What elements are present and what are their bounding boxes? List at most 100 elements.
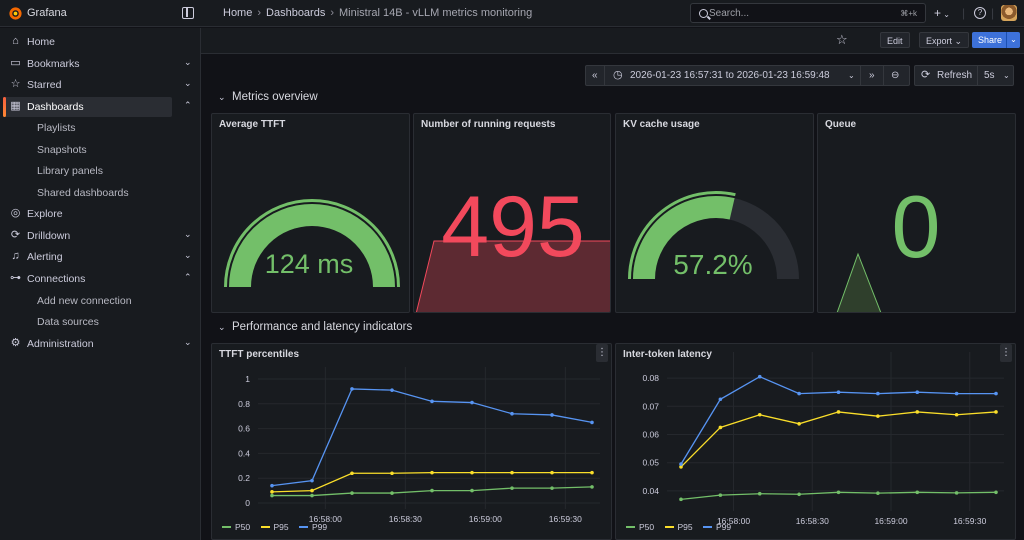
legend-item-p50[interactable]: P50 [626,522,654,532]
breadcrumb-dashboards[interactable]: Dashboards [266,7,326,19]
sidebar-item-administration[interactable]: ⚙ Administration ⌄ [0,334,201,354]
share-button[interactable]: Share [972,32,1009,48]
sidebar-item-explore[interactable]: ◎ Explore [0,204,201,224]
panel-ttft-percentiles[interactable]: TTFT percentiles ⋮ 0 0.2 0.4 0.6 0.8 1 16:58:0… [211,343,612,540]
sidebar-item-playlists[interactable]: Playlists [0,118,201,138]
chevron-down-icon[interactable]: ⌄ [184,78,192,88]
legend-item-p99[interactable]: P99 [299,522,327,532]
y-tick-label: 1 [245,374,250,384]
legend-item-p95[interactable]: P95 [664,522,693,532]
share-dropdown-icon[interactable]: ⌄ [1006,32,1020,48]
chevron-up-icon[interactable]: ⌃ [184,272,192,282]
gauge-value: 124 ms [265,249,354,279]
data-point-p99 [954,391,959,396]
user-avatar[interactable] [1001,5,1017,21]
panel-title: Number of running requests [421,119,556,130]
row-performance-latency[interactable]: ⌄ Performance and latency indicators [218,321,412,333]
y-tick-label: 0.08 [642,373,659,383]
sidebar-item-label: Explore [27,208,63,220]
sidebar-item-bookmarks[interactable]: ▭ Bookmarks ⌄ [0,54,201,74]
chevron-down-icon[interactable]: ⌄ [1003,71,1010,80]
x-tick-label: 16:58:00 [717,516,750,526]
clock-icon: ◷ [613,69,623,81]
data-point-p95 [430,470,434,475]
y-tick-label: 0.8 [238,399,250,409]
panel-inter-token-latency[interactable]: Inter-token latency ⋮ 0.04 0.05 0.06 0.07 0.… [615,343,1016,540]
data-point-p95 [797,421,801,426]
sidebar-item-label: Administration [27,338,94,350]
picker-divider [860,66,861,85]
panel-menu-icon[interactable]: ⋮ [1000,344,1012,362]
time-range-picker[interactable]: « ◷ 2026-01-23 16:57:31 to 2026-01-23 16… [585,65,910,86]
dock-menu-icon[interactable] [182,7,194,19]
inter-token-latency-chart: 0.04 0.05 0.06 0.07 0.08 16:58:00 16:58:30 16:5… [642,352,1004,526]
refresh-interval[interactable]: 5s [984,70,995,81]
search-input[interactable]: Search... ⌘+k [690,3,926,23]
chevron-down-icon[interactable]: ⌄ [184,337,192,347]
shift-forward-icon[interactable]: » [869,70,875,81]
sidebar-item-label: Snapshots [37,144,87,156]
legend-swatch [260,525,270,528]
sidebar-item-snapshots[interactable]: Snapshots [0,140,201,160]
legend-swatch [299,525,308,528]
refresh-picker[interactable]: ⟳ Refresh 5s ⌄ [914,65,1014,86]
refresh-button[interactable]: Refresh [937,70,973,81]
star-dashboard-icon[interactable]: ☆ [836,32,848,47]
add-new-icon[interactable]: + ⌄ [934,6,950,20]
sidebar-item-label: Dashboards [27,101,84,113]
search-icon [699,9,708,18]
data-point-p50 [350,491,354,495]
sidebar-item-data-sources[interactable]: Data sources [0,312,201,332]
star-icon: ☆ [10,78,21,90]
stat-running: 495 [415,179,610,312]
row-metrics-overview[interactable]: ⌄ Metrics overview [218,91,318,103]
data-point-p50 [836,490,841,495]
panel-average-ttft[interactable]: Average TTFT 124 ms [211,113,410,313]
legend-item-p50[interactable]: P50 [222,522,250,532]
export-button[interactable]: Export ⌄ [919,32,970,48]
shift-back-icon[interactable]: « [592,70,598,81]
chevron-down-icon[interactable]: ⌄ [184,57,192,67]
data-point-p95 [510,470,514,475]
data-point-p95 [836,410,841,414]
sidebar-item-alerting[interactable]: ♫ Alerting ⌄ [0,247,201,267]
sidebar-item-home[interactable]: ⌂ Home [0,32,201,52]
help-icon[interactable]: ? [974,7,986,19]
dashboards-icon: ▦ [10,100,21,112]
data-point-p50 [430,488,434,493]
sidebar-item-connections[interactable]: ⊶ Connections ⌃ [0,269,201,289]
grafana-logo-icon[interactable] [8,6,23,21]
data-point-p99 [310,478,314,483]
gauge-value-arc [229,204,395,288]
edit-button[interactable]: Edit [880,32,910,48]
chevron-down-icon[interactable]: ⌄ [848,71,855,80]
zoom-out-icon[interactable]: ⊖ [891,70,900,81]
sidebar-item-library-panels[interactable]: Library panels [0,161,201,181]
panel-queue[interactable]: Queue 0 [817,113,1016,313]
sidebar-item-drilldown[interactable]: ⟳ Drilldown ⌄ [0,226,201,246]
data-point-p95 [994,410,998,414]
sidebar-item-dashboards[interactable]: ▦ Dashboards ⌃ [3,97,192,117]
sparkline-line [836,252,882,312]
sidebar-item-label: Drilldown [27,230,71,242]
sidebar-item-starred[interactable]: ☆ Starred ⌄ [0,75,201,95]
data-point-p95 [915,410,920,414]
chevron-up-icon[interactable]: ⌃ [184,100,192,110]
chevron-down-icon: ⌄ [218,322,226,332]
data-point-p50 [310,493,314,498]
chevron-down-icon[interactable]: ⌄ [184,229,192,239]
data-point-p50 [390,491,394,495]
legend-label: P99 [312,522,328,532]
chevron-down-icon[interactable]: ⌄ [184,250,192,260]
panel-running-requests[interactable]: Number of running requests 495 [413,113,611,313]
time-range-label[interactable]: 2026-01-23 16:57:31 to 2026-01-23 16:59:… [630,70,830,81]
sidebar-item-shared-dashboards[interactable]: Shared dashboards [0,183,201,203]
legend-item-p95[interactable]: P95 [260,522,289,532]
y-tick-label: 0.06 [642,430,659,440]
breadcrumb-home[interactable]: Home [223,7,253,19]
sidebar-item-add-new-connection[interactable]: Add new connection [0,291,201,311]
panel-kv-cache-usage[interactable]: KV cache usage 57.2% [615,113,814,313]
legend-item-p99[interactable]: P99 [703,522,731,532]
panel-menu-icon[interactable]: ⋮ [596,344,608,362]
refresh-icon[interactable]: ⟳ [921,69,931,81]
